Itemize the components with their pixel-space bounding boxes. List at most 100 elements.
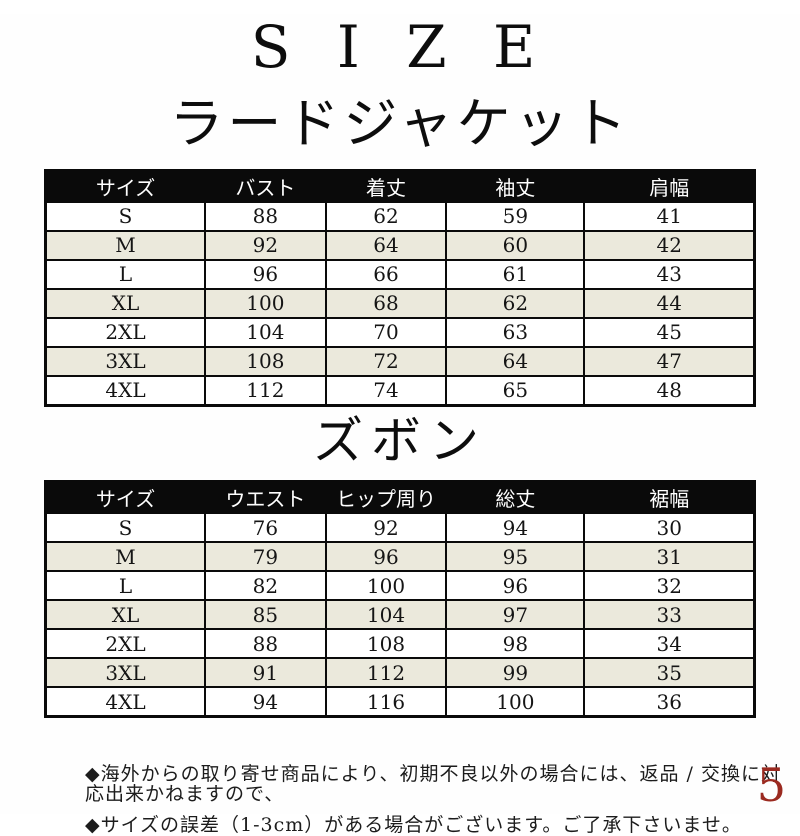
header-row: サイズ ウエスト ヒップ周り 総丈 裾幅	[44, 480, 756, 515]
table-row: XL 85 104 97 33	[44, 599, 756, 631]
size-chart-page: S I Z E ラードジャケット サイズ バスト 着丈 袖丈 肩幅 S 88 62 59 41 M 9…	[0, 13, 800, 835]
measurement-cell: 65	[445, 374, 586, 407]
measurement-cell: 42	[583, 229, 756, 261]
column-header: ヒップ周り	[324, 480, 448, 515]
measurement-cell: 64	[324, 229, 448, 261]
table-row: 4XL 94 116 100 36	[44, 686, 756, 718]
measurement-cell: 62	[324, 200, 448, 232]
measurement-cell: 116	[324, 686, 448, 718]
pants-size-table: サイズ ウエスト ヒップ周り 総丈 裾幅 S 76 92 94 30 M 79 96 95 31 L 82 100…	[44, 480, 756, 719]
measurement-cell: 36	[583, 686, 756, 718]
measurement-cell: 35	[583, 657, 756, 689]
measurement-cell: 94	[204, 686, 327, 718]
measurement-cell: 96	[204, 258, 327, 290]
measurement-cell: 31	[583, 541, 756, 573]
measurement-cell: 45	[583, 316, 756, 348]
measurement-cell: 66	[324, 258, 448, 290]
measurement-cell: 100	[445, 686, 586, 718]
measurement-cell: 68	[324, 287, 448, 319]
measurement-cell: 108	[204, 345, 327, 377]
measurement-cell: 92	[324, 512, 448, 544]
measurement-cell: 91	[204, 657, 327, 689]
size-label-cell: XL	[44, 287, 207, 319]
size-label-cell: 3XL	[44, 345, 207, 377]
column-header: 肩幅	[583, 169, 756, 203]
note-line: ◆海外からの取り寄せ商品により、初期不良以外の場合には、返品 / 交換に対応出来…	[85, 763, 781, 806]
measurement-cell: 100	[204, 287, 327, 319]
measurement-cell: 76	[204, 512, 327, 544]
measurement-cell: 32	[583, 570, 756, 602]
column-header: 裾幅	[583, 480, 756, 515]
header-row: サイズ バスト 着丈 袖丈 肩幅	[44, 169, 756, 203]
table-row: 3XL 108 72 64 47	[44, 345, 756, 377]
measurement-cell: 98	[445, 628, 586, 660]
measurement-cell: 79	[204, 541, 327, 573]
measurement-cell: 72	[324, 345, 448, 377]
table-row: L 96 66 61 43	[44, 258, 756, 290]
table-row: M 79 96 95 31	[44, 541, 756, 573]
table-row: L 82 100 96 32	[44, 570, 756, 602]
measurement-cell: 104	[204, 316, 327, 348]
measurement-cell: 41	[583, 200, 756, 232]
size-label-cell: 3XL	[44, 657, 207, 689]
measurement-cell: 44	[583, 287, 756, 319]
column-header: 着丈	[324, 169, 448, 203]
measurement-cell: 82	[204, 570, 327, 602]
measurement-cell: 92	[204, 229, 327, 261]
measurement-cell: 108	[324, 628, 448, 660]
measurement-cell: 33	[583, 599, 756, 631]
measurement-cell: 97	[445, 599, 586, 631]
measurement-cell: 104	[324, 599, 448, 631]
measurement-cell: 88	[204, 200, 327, 232]
jacket-size-table: サイズ バスト 着丈 袖丈 肩幅 S 88 62 59 41 M 92 64 60 42 L 96 66 61 43 X…	[44, 168, 756, 407]
note-line: ◆サイズの誤差（1-3cm）がある場合がございます。ご了承下さいませ。	[85, 814, 742, 836]
column-header: バスト	[204, 169, 327, 203]
measurement-cell: 100	[324, 570, 448, 602]
measurement-cell: 59	[445, 200, 586, 232]
measurement-cell: 63	[445, 316, 586, 348]
size-label-cell: S	[44, 200, 207, 232]
measurement-cell: 94	[445, 512, 586, 544]
measurement-cell: 96	[324, 541, 448, 573]
page-title: S I Z E	[250, 13, 550, 81]
table-row: 4XL 112 74 65 48	[44, 374, 756, 407]
size-label-cell: 4XL	[44, 374, 207, 407]
table-row: 2XL 88 108 98 34	[44, 628, 756, 660]
measurement-cell: 48	[583, 374, 756, 407]
size-label-cell: 4XL	[44, 686, 207, 718]
measurement-cell: 60	[445, 229, 586, 261]
size-label-cell: L	[44, 258, 207, 290]
size-label-cell: L	[44, 570, 207, 602]
jacket-section: ラードジャケット サイズ バスト 着丈 袖丈 肩幅 S 88 62 59 41 M 92 64 60 42 L…	[0, 91, 800, 407]
measurement-cell: 96	[445, 570, 586, 602]
measurement-cell: 74	[324, 374, 448, 407]
pants-heading: ズボン	[313, 411, 487, 470]
measurement-cell: 88	[204, 628, 327, 660]
size-label-cell: M	[44, 541, 207, 573]
measurement-cell: 34	[583, 628, 756, 660]
measurement-cell: 70	[324, 316, 448, 348]
jacket-heading: ラードジャケット	[169, 91, 631, 155]
page-number: 5	[756, 758, 786, 812]
table-row: M 92 64 60 42	[44, 229, 756, 261]
measurement-cell: 47	[583, 345, 756, 377]
measurement-cell: 99	[445, 657, 586, 689]
size-label-cell: S	[44, 512, 207, 544]
table-row: XL 100 68 62 44	[44, 287, 756, 319]
pants-section: ズボン サイズ ウエスト ヒップ周り 総丈 裾幅 S 76 92 94 30 M 79 96 95 31 L 8…	[0, 411, 800, 719]
table-row: S 88 62 59 41	[44, 200, 756, 232]
size-label-cell: M	[44, 229, 207, 261]
measurement-cell: 30	[583, 512, 756, 544]
column-header: サイズ	[44, 480, 207, 515]
table-row: 2XL 104 70 63 45	[44, 316, 756, 348]
column-header: 総丈	[445, 480, 586, 515]
measurement-cell: 112	[204, 374, 327, 407]
column-header: サイズ	[44, 169, 207, 203]
size-label-cell: 2XL	[44, 628, 207, 660]
measurement-cell: 62	[445, 287, 586, 319]
column-header: ウエスト	[204, 480, 327, 515]
measurement-cell: 64	[445, 345, 586, 377]
measurement-cell: 112	[324, 657, 448, 689]
measurement-cell: 95	[445, 541, 586, 573]
measurement-cell: 61	[445, 258, 586, 290]
